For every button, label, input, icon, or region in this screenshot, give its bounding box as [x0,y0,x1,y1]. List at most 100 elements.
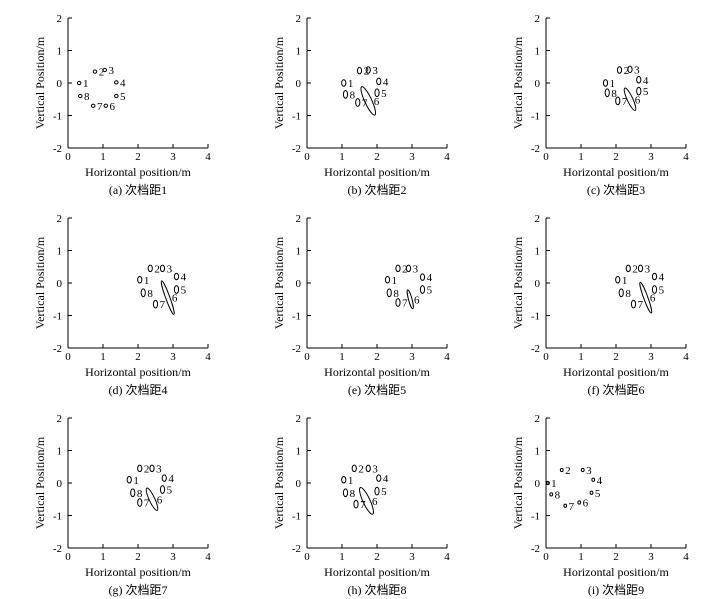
conductor-label-6: 6 [372,496,378,508]
conductor-trajectory-1 [545,480,550,486]
subfigure-caption: (a) 次档距1 [109,183,167,197]
subfigure-caption: (h) 次档距8 [348,583,407,597]
y-tick-label: -2 [53,543,62,555]
y-tick-label: 2 [296,213,302,225]
chart-panel-d: 0 1 2 3 4 -2 -1 0 1 2 Horizontal position/m Vertica… [0,200,239,399]
y-tick-label: 2 [296,413,302,425]
y-tick-label: -1 [531,111,540,123]
conductor-label-2: 2 [358,463,364,475]
conductor-trajectory-2 [92,69,98,74]
conductor-trajectory-4 [114,80,119,85]
y-axis-label: Vertical Position/m [33,436,47,529]
x-tick-label: 3 [409,551,415,563]
conductor-label-4: 4 [120,77,126,89]
conductor-label-7: 7 [360,499,366,511]
x-axis-label: Horizontal position/m [563,565,669,579]
conductor-trajectory-6 [103,103,109,108]
y-tick-label: -1 [292,311,301,323]
x-tick-label: 4 [683,351,689,363]
conductor-trajectory-5 [159,485,166,494]
y-tick-label: 0 [535,78,541,90]
conductor-trajectory-2 [559,467,564,473]
y-tick-label: 1 [535,46,541,58]
conductor-trajectory-8 [342,488,349,498]
y-tick-label: 0 [296,78,302,90]
conductor-trajectory-3 [627,65,633,74]
y-tick-label: 0 [535,278,541,290]
conductor-label-5: 5 [595,488,601,500]
conductor-trajectory-1 [384,276,391,284]
chart-panel-a: 0 1 2 3 4 -2 -1 0 1 2 Horizontal position/m Vertica… [0,0,239,199]
conductor-trajectory-1 [341,476,347,484]
conductor-trajectory-6 [623,87,637,112]
y-axis-label: Vertical Position/m [272,436,286,529]
conductor-trajectory-3 [365,464,371,473]
conductor-trajectory-7 [615,96,621,106]
x-tick-label: 0 [65,351,71,363]
conductor-label-6: 6 [172,293,178,305]
y-tick-label: 2 [296,13,302,25]
conductor-label-8: 8 [137,488,143,500]
conductor-trajectory-8 [618,288,624,298]
conductor-label-3: 3 [109,65,115,77]
x-tick-label: 1 [578,351,584,363]
conductor-trajectory-6 [577,500,582,505]
conductor-label-2: 2 [99,67,105,79]
conductor-label-1: 1 [392,275,398,287]
y-axis-label: Vertical Position/m [33,36,47,129]
conductor-label-5: 5 [181,285,187,297]
conductor-trajectory-2 [147,264,153,273]
conductor-trajectory-2 [356,66,363,75]
x-tick-label: 2 [135,151,141,163]
conductor-label-7: 7 [144,498,150,510]
conductor-trajectory-4 [419,273,426,281]
x-tick-label: 0 [543,551,549,563]
y-tick-label: 0 [535,478,541,490]
conductor-label-3: 3 [413,263,419,275]
x-tick-label: 2 [613,551,619,563]
conductor-label-4: 4 [643,75,649,87]
chart-panel-c: 0 1 2 3 4 -2 -1 0 1 2 Horizontal position/m Vertica… [478,0,717,199]
conductor-label-1: 1 [348,475,354,487]
chart-panel-i: 0 1 2 3 4 -2 -1 0 1 2 Horizontal position/m Vertica… [478,400,717,599]
conductor-label-1: 1 [83,78,89,90]
x-tick-label: 2 [374,351,380,363]
conductor-trajectory-8 [604,88,610,98]
subfigure-caption: (b) 次档距2 [348,183,407,197]
conductor-trajectory-4 [376,474,382,482]
conductor-trajectory-6 [406,289,414,310]
conductor-label-4: 4 [597,475,603,487]
conductor-trajectory-1 [76,80,82,86]
y-tick-label: 0 [296,478,302,490]
conductor-trajectory-6 [639,281,653,314]
x-tick-label: 2 [374,551,380,563]
y-tick-label: -2 [292,343,301,355]
y-tick-label: -1 [531,511,540,523]
conductor-label-6: 6 [110,101,116,113]
conductor-trajectory-5 [374,88,380,98]
conductor-trajectory-5 [173,285,180,294]
conductor-label-5: 5 [643,86,649,98]
y-axis-label: Vertical Position/m [511,36,525,129]
conductor-label-1: 1 [144,275,150,287]
conductor-label-2: 2 [402,263,408,275]
conductor-label-7: 7 [622,96,628,108]
conductor-label-5: 5 [659,285,665,297]
x-tick-label: 2 [613,151,619,163]
x-tick-label: 3 [409,151,415,163]
conductor-label-5: 5 [381,486,387,498]
conductor-trajectory-1 [137,276,143,284]
conductor-label-2: 2 [144,463,150,475]
conductor-trajectory-5 [589,490,594,495]
x-tick-label: 0 [543,151,549,163]
x-tick-label: 3 [648,351,654,363]
conductor-label-3: 3 [372,463,378,475]
x-tick-label: 4 [205,151,211,163]
conductor-trajectory-8 [342,89,349,99]
y-tick-label: -1 [53,311,62,323]
x-tick-label: 2 [613,351,619,363]
y-tick-label: 2 [535,413,541,425]
